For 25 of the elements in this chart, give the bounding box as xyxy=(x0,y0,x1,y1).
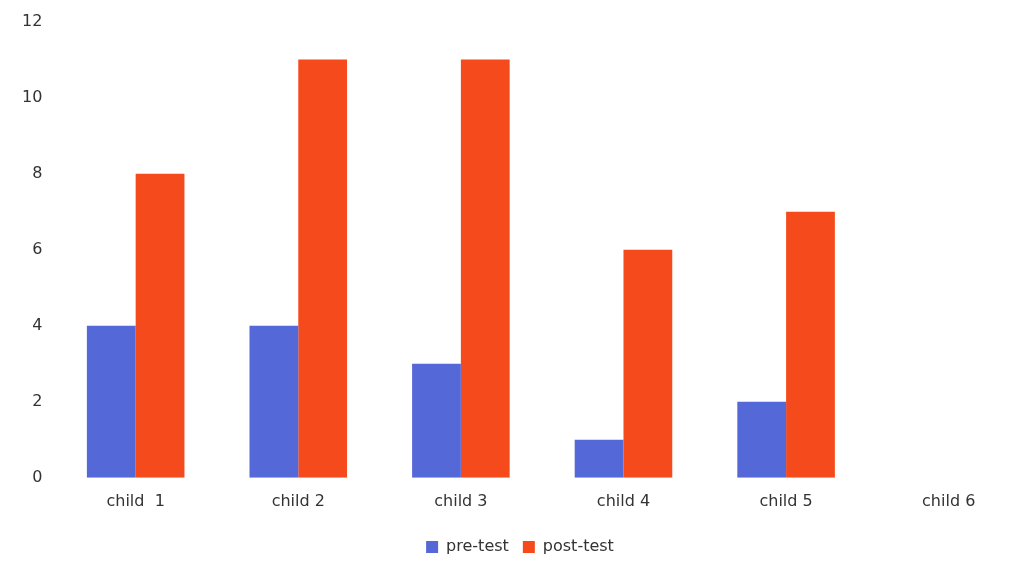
bar xyxy=(737,401,787,478)
bar xyxy=(786,211,835,478)
x-tick-label: child 5 xyxy=(759,490,813,510)
bar xyxy=(574,439,624,478)
legend-label: pre-test xyxy=(446,536,509,556)
bar xyxy=(135,173,185,478)
y-tick-label: 0 xyxy=(32,466,43,486)
bar xyxy=(460,59,510,478)
y-tick-label: 12 xyxy=(22,10,43,30)
bar xyxy=(249,325,299,478)
x-tick-label: child 6 xyxy=(922,490,976,510)
y-tick-label: 2 xyxy=(32,390,43,410)
legend-label: post-test xyxy=(542,536,614,556)
bar xyxy=(298,59,348,478)
x-tick-label: child 4 xyxy=(596,490,651,510)
bar xyxy=(623,249,673,478)
y-tick-label: 8 xyxy=(32,162,43,182)
x-tick-label: child 2 xyxy=(271,490,325,510)
x-tick-label: child 3 xyxy=(434,490,488,510)
y-tick-label: 6 xyxy=(32,238,43,258)
x-tick-label: child 1 xyxy=(106,490,165,510)
bar xyxy=(412,363,461,478)
y-tick-label: 4 xyxy=(32,314,43,334)
bar xyxy=(86,325,136,478)
y-tick-label: 10 xyxy=(22,86,43,106)
